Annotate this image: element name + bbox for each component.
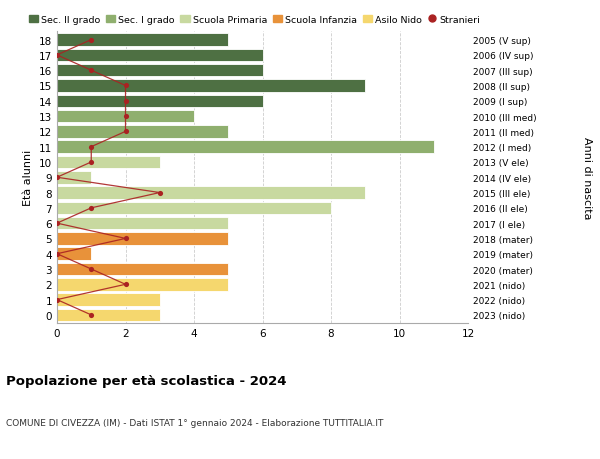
Bar — [57, 157, 160, 169]
Bar — [57, 172, 91, 184]
Bar — [57, 263, 228, 276]
Point — [121, 281, 130, 288]
Point — [86, 37, 96, 44]
Text: COMUNE DI CIVEZZA (IM) - Dati ISTAT 1° gennaio 2024 - Elaborazione TUTTITALIA.IT: COMUNE DI CIVEZZA (IM) - Dati ISTAT 1° g… — [6, 418, 383, 427]
Point — [52, 296, 62, 303]
Bar — [57, 141, 434, 154]
Bar — [57, 126, 228, 138]
Y-axis label: Anni di nascita: Anni di nascita — [582, 137, 592, 219]
Point — [121, 235, 130, 242]
Bar — [57, 294, 160, 306]
Bar — [57, 202, 331, 215]
Point — [52, 52, 62, 60]
Point — [86, 266, 96, 273]
Point — [121, 129, 130, 136]
Point — [155, 190, 164, 197]
Point — [121, 83, 130, 90]
Bar — [57, 218, 228, 230]
Bar — [57, 80, 365, 93]
Point — [86, 312, 96, 319]
Bar — [57, 309, 160, 321]
Bar — [57, 233, 228, 245]
Bar — [57, 279, 228, 291]
Point — [86, 159, 96, 166]
Legend: Sec. II grado, Sec. I grado, Scuola Primaria, Scuola Infanzia, Asilo Nido, Stran: Sec. II grado, Sec. I grado, Scuola Prim… — [29, 16, 481, 24]
Bar — [57, 95, 263, 108]
Bar — [57, 34, 228, 47]
Bar — [57, 50, 263, 62]
Point — [86, 205, 96, 212]
Point — [52, 174, 62, 182]
Point — [86, 144, 96, 151]
Point — [121, 98, 130, 105]
Point — [52, 251, 62, 258]
Point — [52, 220, 62, 227]
Bar — [57, 187, 365, 199]
Y-axis label: Età alunni: Età alunni — [23, 150, 34, 206]
Text: Popolazione per età scolastica - 2024: Popolazione per età scolastica - 2024 — [6, 374, 287, 387]
Bar — [57, 111, 194, 123]
Point — [86, 67, 96, 75]
Bar — [57, 65, 263, 77]
Bar — [57, 248, 91, 260]
Point — [121, 113, 130, 121]
